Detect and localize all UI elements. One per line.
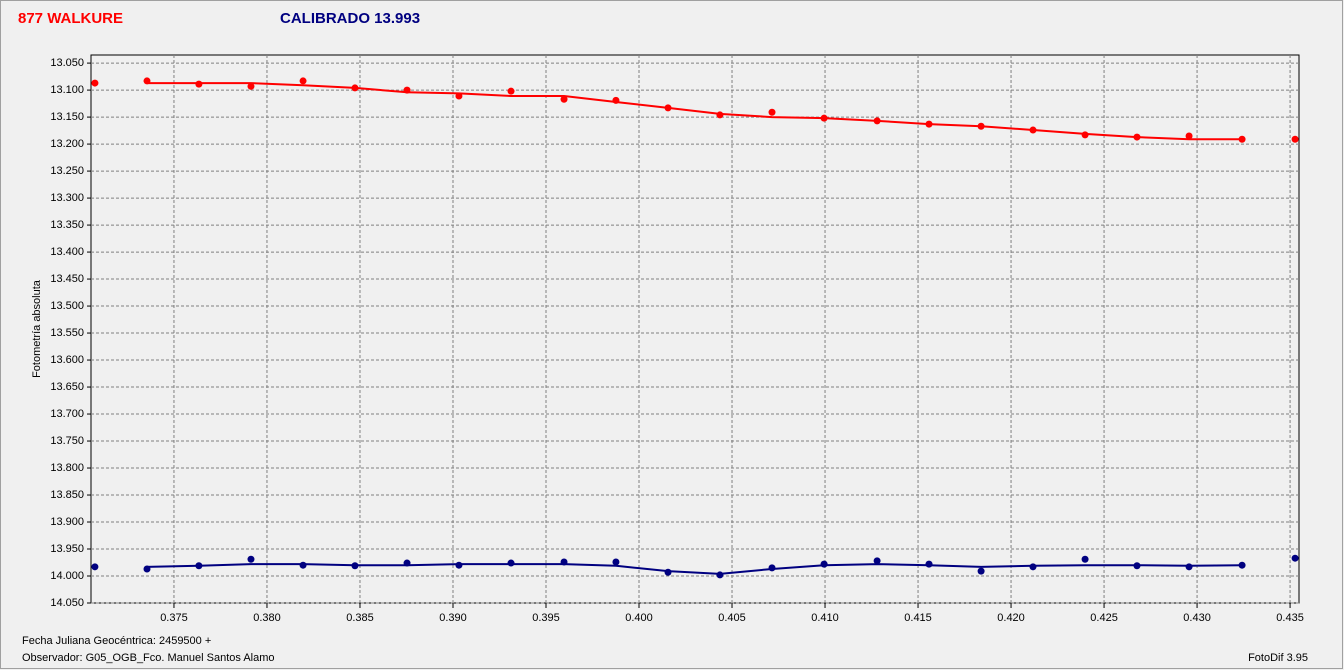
point (560, 95, 568, 103)
x-tick-label: 0.385 (346, 612, 374, 624)
y-tick-label: 13.700 (50, 408, 84, 420)
point (612, 558, 620, 566)
point (873, 117, 881, 125)
point (247, 555, 255, 563)
point (247, 82, 255, 90)
point (1185, 132, 1193, 140)
point (91, 79, 99, 87)
point (1133, 562, 1141, 570)
y-tick-label: 13.100 (50, 84, 84, 96)
fit-line (146, 563, 1243, 575)
point (299, 561, 307, 569)
point (195, 80, 203, 88)
point (455, 561, 463, 569)
point (143, 77, 151, 85)
point (1133, 133, 1141, 141)
point (1238, 135, 1246, 143)
x-tick-label: 0.420 (997, 612, 1025, 624)
point (925, 560, 933, 568)
y-tick-label: 13.500 (50, 300, 84, 312)
point (507, 87, 515, 95)
chart-subtitle: CALIBRADO 13.993 (280, 10, 420, 27)
y-tick-label: 13.800 (50, 462, 84, 474)
point (716, 111, 724, 119)
y-tick-label: 13.150 (50, 111, 84, 123)
point (977, 567, 985, 575)
point (195, 562, 203, 570)
point (1238, 561, 1246, 569)
y-tick-label: 14.000 (50, 570, 84, 582)
point (403, 86, 411, 94)
x-axis-label: Fecha Juliana Geocéntrica: 2459500 + (22, 635, 211, 647)
point (351, 84, 359, 92)
point (143, 565, 151, 573)
y-tick-label: 13.200 (50, 138, 84, 150)
chart-title: 877 WALKURE (18, 10, 123, 27)
observer: Observador: G05_OGB_Fco. Manuel Santos A… (22, 652, 275, 664)
x-tick-label: 0.435 (1276, 612, 1304, 624)
point (716, 571, 724, 579)
x-tick-label: 0.395 (532, 612, 560, 624)
x-tick-label: 0.430 (1183, 612, 1211, 624)
y-tick-label: 13.350 (50, 219, 84, 231)
y-tick-label: 13.650 (50, 381, 84, 393)
x-tick-label: 0.390 (439, 612, 467, 624)
x-tick-label: 0.415 (904, 612, 932, 624)
point (1029, 563, 1037, 571)
x-tick-label: 0.375 (160, 612, 188, 624)
y-tick-label: 13.550 (50, 327, 84, 339)
y-tick-label: 13.600 (50, 354, 84, 366)
y-tick-label: 13.450 (50, 273, 84, 285)
x-tick-label: 0.425 (1090, 612, 1118, 624)
point (1029, 126, 1037, 134)
y-tick-label: 13.400 (50, 246, 84, 258)
y-tick-label: 14.050 (50, 597, 84, 609)
y-tick-label: 13.050 (50, 57, 84, 69)
x-tick-label: 0.405 (718, 612, 746, 624)
point (1291, 554, 1299, 562)
point (612, 96, 620, 104)
point (1081, 555, 1089, 563)
y-tick-label: 13.900 (50, 516, 84, 528)
point (299, 77, 307, 85)
point (768, 108, 776, 116)
y-tick-label: 13.750 (50, 435, 84, 447)
y-tick-label: 13.300 (50, 192, 84, 204)
point (820, 114, 828, 122)
y-tick-label: 13.250 (50, 165, 84, 177)
point (768, 564, 776, 572)
software: FotoDif 3.95 (1248, 652, 1308, 664)
point (91, 563, 99, 571)
point (560, 558, 568, 566)
point (455, 92, 463, 100)
point (1185, 563, 1193, 571)
point (1291, 135, 1299, 143)
y-axis-label: Fotometría absoluta (31, 279, 43, 378)
point (1081, 131, 1089, 139)
point (664, 568, 672, 576)
point (664, 104, 672, 112)
point (873, 557, 881, 565)
plot-area (90, 54, 1300, 604)
point (820, 560, 828, 568)
point (351, 562, 359, 570)
point (403, 559, 411, 567)
point (507, 559, 515, 567)
fit-line (146, 82, 1243, 141)
point (925, 120, 933, 128)
y-tick-label: 13.850 (50, 489, 84, 501)
point (977, 122, 985, 130)
y-tick-label: 13.950 (50, 543, 84, 555)
x-tick-label: 0.400 (625, 612, 653, 624)
x-tick-label: 0.410 (811, 612, 839, 624)
x-tick-label: 0.380 (253, 612, 281, 624)
